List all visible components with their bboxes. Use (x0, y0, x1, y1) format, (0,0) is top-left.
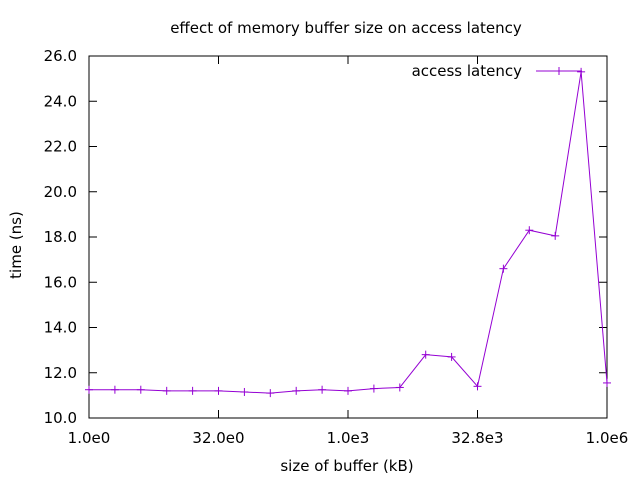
x-tick-label: 32.8e3 (451, 429, 503, 447)
x-tick-label: 1.0e0 (68, 429, 111, 447)
y-tick-label: 22.0 (44, 138, 77, 156)
data-point (603, 378, 611, 387)
data-point (266, 389, 275, 398)
x-tick-label: 1.0e6 (586, 429, 629, 447)
data-point (369, 384, 378, 393)
data-point (214, 386, 223, 395)
y-tick-label: 10.0 (44, 409, 77, 427)
y-tick-label: 16.0 (44, 273, 77, 291)
data-point (499, 264, 508, 273)
data-point (395, 383, 404, 392)
y-tick-label: 20.0 (44, 183, 77, 201)
data-point (473, 382, 482, 391)
data-point (318, 385, 327, 394)
y-tick-label: 12.0 (44, 364, 77, 382)
data-point (447, 352, 456, 361)
y-tick-label: 26.0 (44, 47, 77, 65)
legend-sample (536, 67, 582, 75)
y-tick-label: 18.0 (44, 228, 77, 246)
series-group (85, 67, 611, 398)
y-tick-label: 24.0 (44, 92, 77, 110)
x-tick-label: 1.0e3 (327, 429, 370, 447)
y-axis: 10.0 12.0 14.0 16.0 18.0 20.0 22.0 24.0 26.0 (44, 47, 607, 427)
y-tick-label: 14.0 (44, 319, 77, 337)
data-point (162, 386, 171, 395)
legend-sample-marker (555, 67, 563, 75)
data-point (292, 386, 301, 395)
x-axis: 1.0e0 32.0e0 1.0e3 32.8e3 1.0e6 (68, 56, 629, 447)
data-point (136, 385, 145, 394)
data-point (188, 386, 197, 395)
data-point (421, 350, 430, 359)
y-axis-label: time (ns) (7, 211, 25, 279)
data-point (525, 226, 534, 235)
legend: access latency (412, 62, 582, 80)
data-point (344, 386, 352, 395)
chart-title: effect of memory buffer size on access l… (170, 19, 522, 37)
x-axis-label: size of buffer (kB) (280, 457, 413, 475)
data-point (551, 231, 560, 240)
data-point (85, 385, 93, 394)
x-tick-label: 32.0e0 (192, 429, 244, 447)
data-point (577, 67, 586, 76)
data-point (110, 385, 119, 394)
legend-label: access latency (412, 62, 523, 80)
data-point (240, 387, 249, 396)
plot-frame (88, 55, 608, 419)
